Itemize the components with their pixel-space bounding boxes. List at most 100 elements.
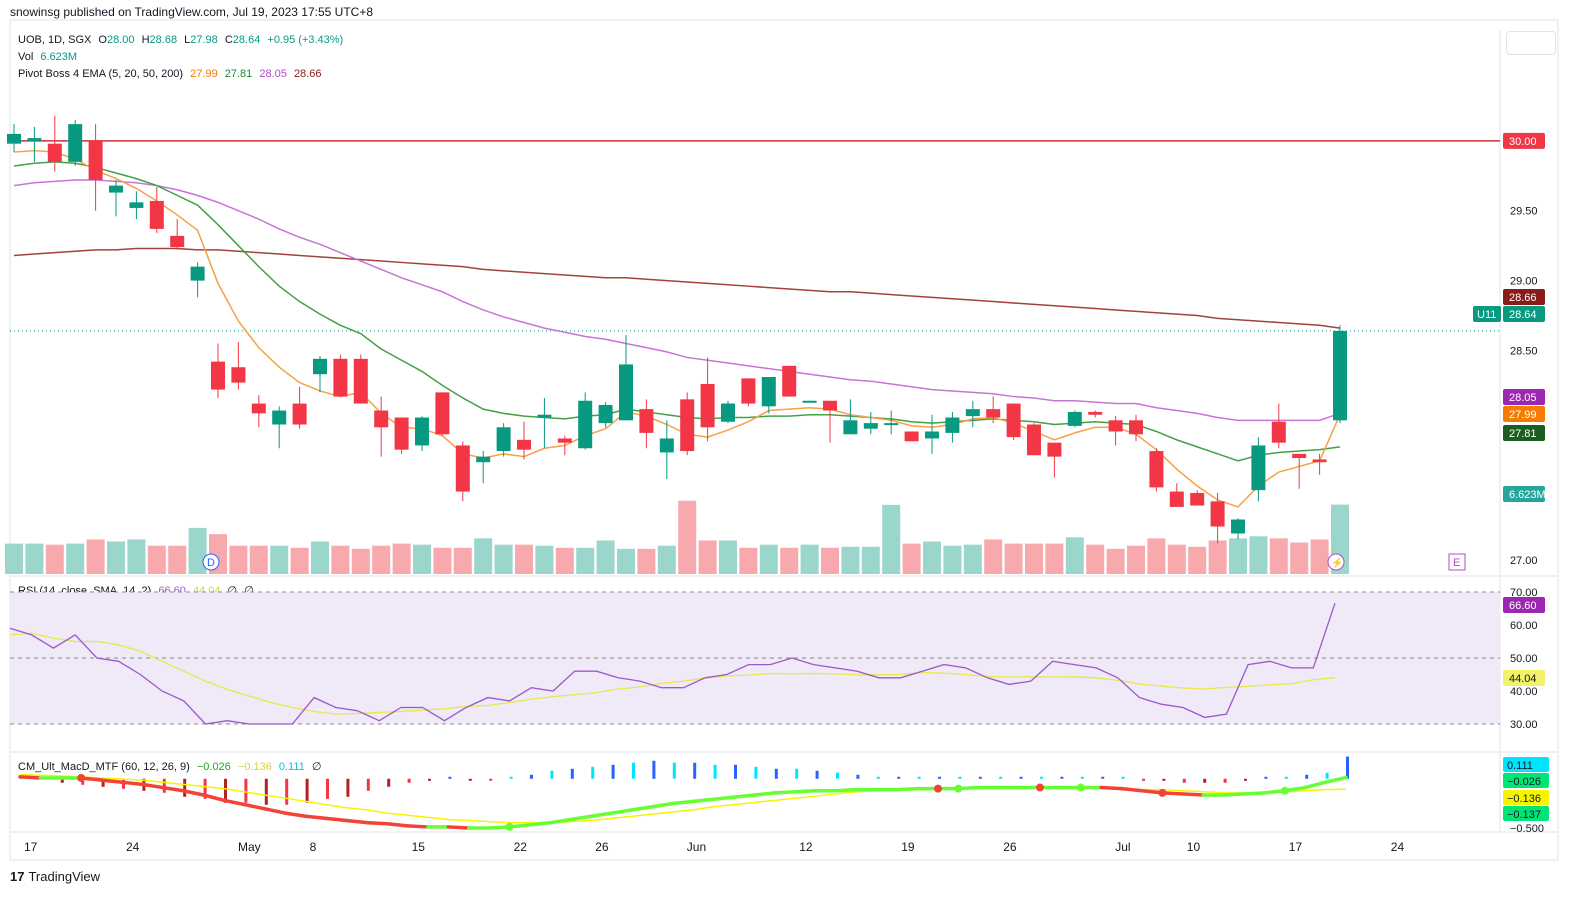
candle-body: [904, 431, 919, 442]
price-tag: 28.66: [1509, 292, 1537, 304]
volume-bar: [1147, 538, 1166, 574]
macd-hist-bar: [101, 778, 105, 787]
close-value: 28.64: [232, 34, 261, 46]
rsi-ma-tag: 44.04: [1509, 673, 1537, 685]
price-tag: 6.623M: [1509, 489, 1546, 501]
x-tick-label: 17: [1289, 840, 1303, 854]
candle-body: [435, 392, 450, 435]
candle-body: [986, 409, 1001, 418]
hist-value: 0.111: [278, 761, 305, 773]
macd-hist-bar: [1121, 776, 1125, 779]
macd-hist-bar: [815, 770, 819, 779]
macd-line-segment: [671, 799, 695, 806]
price-tag-bg: [1503, 425, 1545, 441]
price-tag-bg: [1503, 289, 1545, 305]
volume-bar: [147, 545, 166, 574]
candle-body: [598, 404, 613, 424]
price-tag-bg: [1503, 132, 1545, 149]
volume-bar: [1208, 540, 1227, 574]
candle-body: [394, 417, 409, 450]
candle-body: [1271, 421, 1286, 443]
macd-hist-bar: [999, 776, 1003, 779]
macd-hist-bar: [611, 764, 615, 779]
candle-body: [47, 143, 62, 162]
candle-body: [1231, 519, 1245, 534]
macd-cross-dot: [505, 822, 514, 831]
volume-bar: [515, 544, 533, 574]
rsi-line: [9, 603, 1336, 725]
macd-hist-bar: [1142, 778, 1145, 781]
x-tick-label: 8: [310, 840, 317, 854]
volume-bar: [453, 547, 472, 574]
low-value: 27.98: [190, 34, 218, 46]
macd-hist-bar: [1040, 776, 1043, 779]
macd-hist-bar: [774, 768, 778, 779]
change-value: +0.95 (+3.43%): [267, 34, 344, 46]
candle-body: [1088, 411, 1103, 415]
macd-hist-bar: [1346, 756, 1349, 779]
low-label: L: [184, 34, 191, 46]
candle-body: [537, 414, 552, 418]
volume-bar: [1086, 544, 1105, 574]
volume-bar: [1229, 538, 1247, 574]
macd-hist-bar: [1101, 776, 1105, 779]
macd-line-segment: [181, 788, 206, 797]
candle-body: [578, 400, 593, 449]
volume-bar: [1127, 545, 1145, 574]
volume-bar: [1004, 543, 1023, 574]
candle-body: [1190, 492, 1205, 506]
price-legend: UOB, 1D, SGX O28.00 H28.68 L27.98 C28.64…: [18, 34, 347, 46]
volume-bar: [249, 545, 268, 574]
macd-hist-bar: [489, 778, 493, 781]
macd-hist-bar: [428, 778, 431, 781]
candle-body: [333, 358, 348, 397]
macd-hist-bar: [632, 762, 635, 779]
macd-hist-bar: [1325, 772, 1329, 779]
volume-bar: [1269, 538, 1288, 574]
macd-hist-bar: [713, 764, 717, 779]
rsi-ma-tag-bg: [1503, 670, 1545, 686]
macd-hist-bar: [366, 778, 370, 791]
macd-hist-bar: [162, 778, 166, 793]
price-tag: 27.81: [1509, 428, 1537, 440]
macd-hist-bar: [938, 776, 941, 779]
volume-bar: [1025, 543, 1043, 574]
dividend-marker[interactable]: [202, 553, 220, 571]
macd-line-segment: [528, 820, 553, 827]
x-tick-label: 15: [412, 840, 426, 854]
macd-tag: −0.137: [1507, 809, 1541, 821]
symbol-label[interactable]: UOB, 1D, SGX: [18, 34, 92, 46]
vol-label[interactable]: Vol: [18, 51, 34, 63]
volume-bar: [474, 538, 493, 574]
macd-line-segment: [222, 798, 247, 807]
macd-line-segment: [324, 816, 349, 823]
macd-line-segment: [405, 824, 430, 829]
macd-label[interactable]: CM_Ult_MacD_MTF (60, 12, 26, 9): [18, 761, 190, 773]
dividend-marker-label: D: [207, 557, 215, 569]
x-tick-label: Jun: [687, 840, 706, 854]
price-tag: 30.00: [1509, 136, 1537, 148]
flash-marker[interactable]: [1327, 553, 1345, 571]
macd-hist-bar: [305, 778, 309, 803]
candle-body: [741, 378, 756, 404]
volume-bar: [555, 547, 574, 574]
symbol-tag-bg: [1473, 306, 1501, 322]
rsi-tick-label: 50.00: [1510, 653, 1538, 665]
volume-bar: [25, 543, 44, 574]
vol-value: 6.623M: [40, 51, 78, 63]
ema-label[interactable]: Pivot Boss 4 EMA (5, 20, 50, 200): [18, 68, 184, 80]
ema5-line: [13, 149, 1341, 508]
earnings-marker[interactable]: [1448, 553, 1466, 571]
macd-line-segment: [303, 814, 328, 821]
macd-line-segment: [589, 811, 614, 819]
volume-bar: [841, 546, 860, 574]
volume-bar: [413, 544, 431, 574]
macd-tag: 0.111: [1507, 760, 1533, 772]
macd-hist-bar: [1264, 776, 1268, 779]
top-right-button[interactable]: [1506, 31, 1556, 55]
volume-bar: [1188, 546, 1207, 574]
rsi-tick-label: 60.00: [1510, 620, 1538, 632]
macd-hist-bar: [387, 778, 391, 787]
earnings-marker-label: E: [1453, 557, 1460, 569]
